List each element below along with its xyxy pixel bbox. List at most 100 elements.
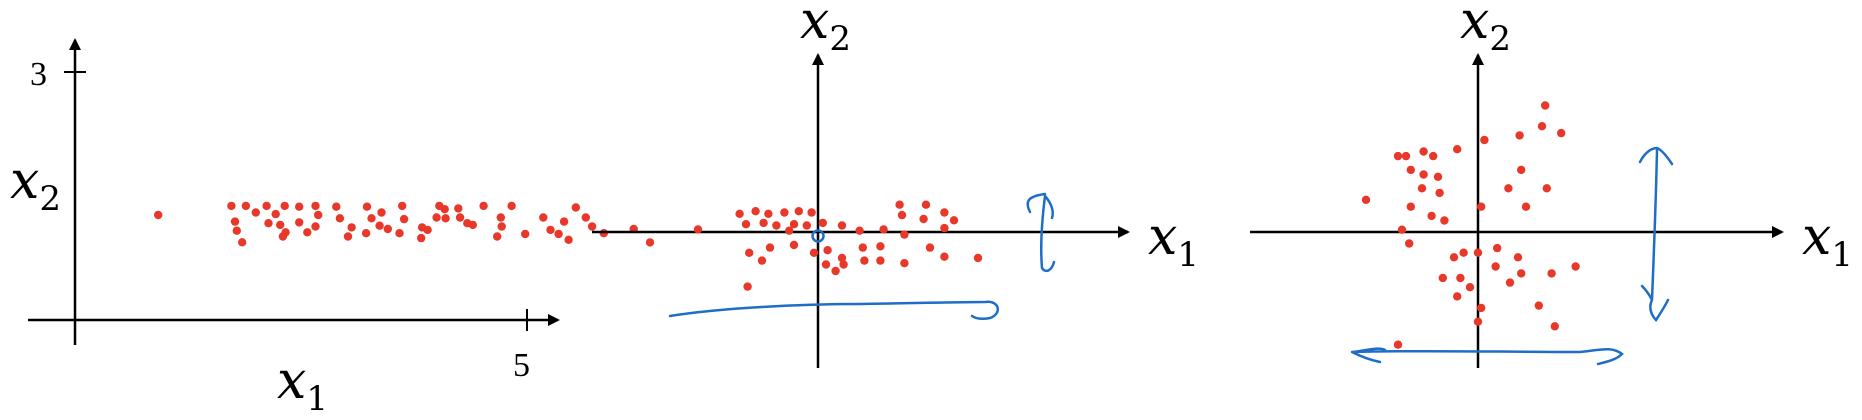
data-point — [802, 221, 811, 230]
data-point — [1435, 188, 1444, 198]
data-point — [264, 219, 273, 228]
data-point — [1537, 122, 1547, 131]
data-point — [794, 207, 803, 216]
data-point — [839, 260, 848, 269]
data-point — [251, 208, 260, 217]
data-point — [303, 228, 312, 237]
data-point — [361, 229, 371, 238]
data-point — [821, 260, 831, 269]
data-point — [1493, 243, 1502, 253]
data-point — [554, 229, 563, 239]
data-point — [1517, 269, 1526, 278]
data-point — [398, 201, 407, 211]
data-point — [455, 213, 465, 222]
x-tick-label-5: 5 — [513, 347, 530, 384]
data-point — [860, 256, 869, 265]
data-point — [332, 202, 341, 211]
data-point — [1456, 273, 1465, 283]
origin-marker — [811, 229, 825, 243]
data-point — [1419, 170, 1428, 179]
data-point — [858, 243, 867, 252]
data-point — [1515, 131, 1524, 140]
panel-mean-subtracted: x1 x2 — [592, 0, 1199, 368]
data-point — [493, 232, 502, 241]
data-point — [539, 213, 548, 222]
data-point — [1429, 151, 1438, 161]
data-point — [780, 208, 789, 217]
data-point — [645, 238, 655, 247]
data-point — [375, 221, 384, 230]
data-point — [432, 213, 441, 222]
panel-original: 3 5 x1 x2 — [10, 38, 638, 419]
data-point — [278, 232, 288, 241]
data-point — [940, 252, 949, 261]
data-point — [581, 213, 590, 222]
data-points — [645, 200, 983, 291]
data-point — [949, 216, 959, 225]
data-point — [238, 238, 247, 247]
data-point — [227, 201, 236, 211]
data-point — [230, 217, 240, 226]
data-point — [271, 209, 280, 219]
data-point — [463, 219, 472, 228]
horizontal-spread-arrow — [1350, 347, 1624, 366]
data-point — [1491, 262, 1500, 271]
data-point — [921, 200, 931, 209]
data-point — [587, 222, 597, 231]
data-point — [876, 256, 885, 265]
data-point — [693, 225, 703, 234]
data-point — [1361, 195, 1371, 204]
data-point — [818, 218, 827, 228]
data-point — [1417, 184, 1427, 193]
data-point — [496, 213, 505, 222]
data-point — [276, 220, 285, 230]
data-point — [1477, 303, 1486, 313]
data-point — [876, 242, 885, 251]
data-point — [311, 201, 320, 211]
axis-label-x2: x2 — [1460, 0, 1511, 59]
data-point — [1473, 248, 1483, 257]
data-point — [521, 229, 530, 239]
data-point — [295, 218, 304, 227]
data-point — [900, 259, 909, 268]
data-point — [837, 253, 847, 263]
data-point — [559, 217, 569, 226]
data-point — [1480, 135, 1489, 145]
horizontal-spread-arrow — [668, 300, 999, 321]
data-point — [925, 243, 935, 252]
data-point — [1453, 292, 1462, 301]
data-point — [571, 203, 580, 212]
data-point — [280, 201, 289, 211]
data-point — [879, 225, 888, 234]
axis-label-x1: x1 — [1148, 207, 1199, 275]
data-point — [785, 226, 794, 235]
data-point — [1427, 211, 1436, 221]
data-point — [789, 240, 799, 250]
data-point — [1557, 128, 1566, 138]
y-tick-label-3: 3 — [30, 56, 47, 93]
data-point — [507, 201, 516, 211]
data-point — [807, 208, 816, 217]
data-point — [377, 208, 386, 217]
data-point — [1521, 202, 1531, 211]
data-point — [399, 214, 409, 224]
axis-label-x1: x1 — [277, 351, 328, 419]
data-point — [831, 266, 840, 276]
data-point — [262, 201, 271, 211]
data-point — [735, 209, 744, 218]
data-point — [1547, 269, 1556, 278]
data-point — [940, 208, 949, 217]
data-point — [1550, 322, 1560, 331]
data-point — [154, 210, 163, 220]
data-point — [1517, 165, 1526, 175]
data-point — [1505, 278, 1515, 287]
data-point — [1419, 147, 1428, 156]
data-point — [395, 229, 404, 238]
data-point — [423, 225, 432, 235]
data-point — [895, 200, 904, 209]
data-point — [1477, 202, 1486, 211]
data-point — [764, 209, 773, 218]
data-point — [417, 233, 426, 243]
data-point — [343, 232, 353, 241]
data-point — [295, 202, 304, 211]
